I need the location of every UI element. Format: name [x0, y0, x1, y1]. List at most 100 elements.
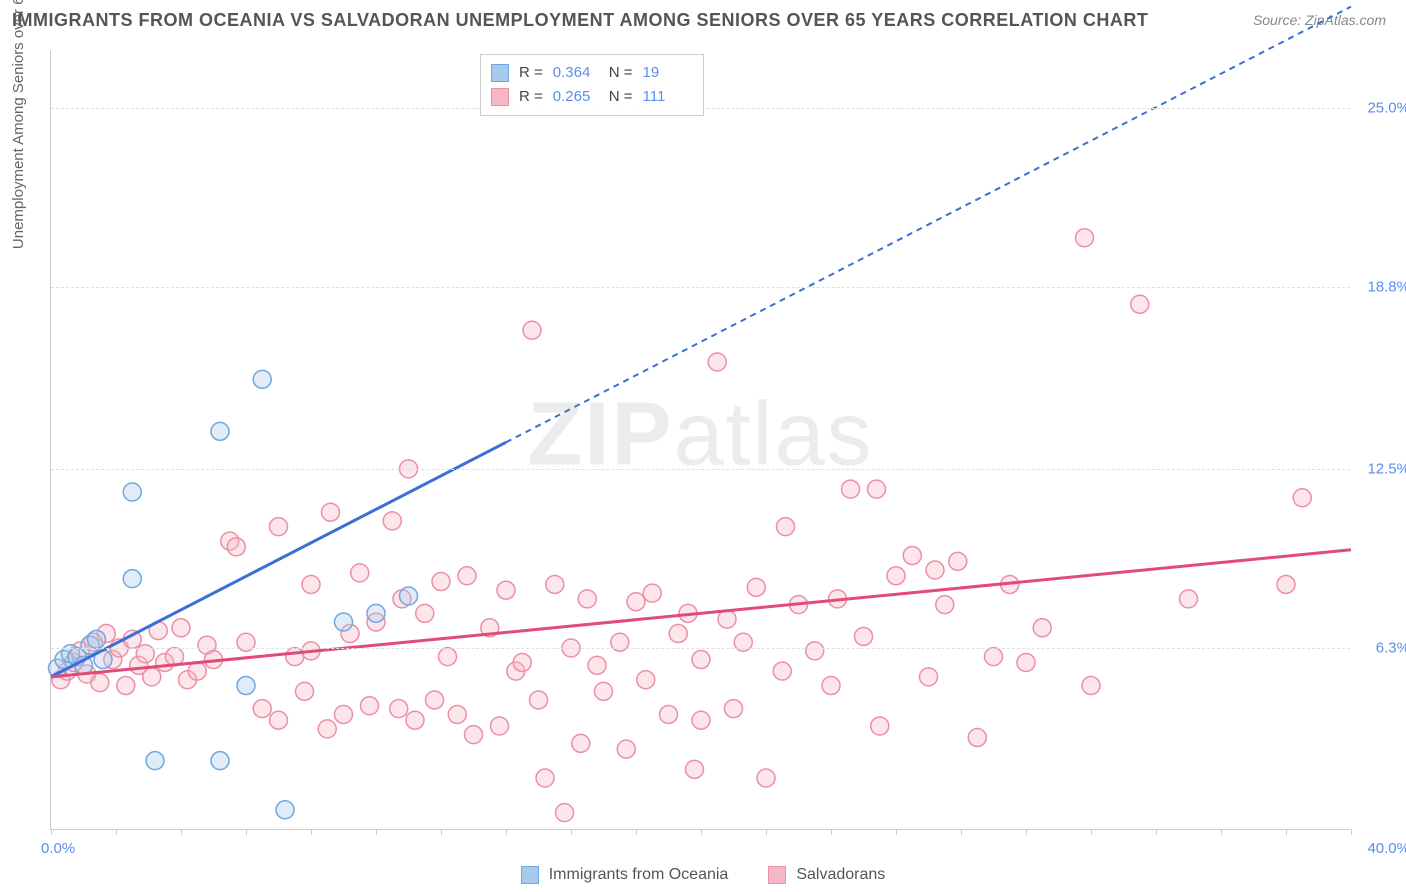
scatter-point — [1017, 653, 1035, 671]
scatter-point — [227, 538, 245, 556]
x-tick — [1026, 829, 1027, 835]
legend-label: Immigrants from Oceania — [549, 866, 729, 884]
x-tick — [636, 829, 637, 835]
scatter-point — [123, 570, 141, 588]
x-axis-max-label: 40.0% — [1367, 840, 1406, 857]
x-tick — [311, 829, 312, 835]
scatter-point — [1082, 677, 1100, 695]
scatter-point — [458, 567, 476, 585]
x-tick — [506, 829, 507, 835]
scatter-point — [253, 370, 271, 388]
scatter-point — [1076, 229, 1094, 247]
legend-n-value: 19 — [643, 61, 689, 85]
scatter-point — [270, 518, 288, 536]
scatter-point — [686, 760, 704, 778]
chart-title: IMMIGRANTS FROM OCEANIA VS SALVADORAN UN… — [12, 10, 1148, 31]
scatter-point — [416, 604, 434, 622]
scatter-point — [692, 651, 710, 669]
scatter-point — [88, 630, 106, 648]
legend-item: Salvadorans — [768, 866, 885, 884]
x-tick — [1286, 829, 1287, 835]
scatter-point — [546, 575, 564, 593]
x-tick — [1221, 829, 1222, 835]
x-tick — [246, 829, 247, 835]
legend-r-value: 0.364 — [553, 61, 599, 85]
scatter-point — [643, 584, 661, 602]
scatter-point — [296, 682, 314, 700]
x-tick — [1091, 829, 1092, 835]
x-tick — [831, 829, 832, 835]
scatter-point — [822, 677, 840, 695]
scatter-point — [302, 575, 320, 593]
scatter-point — [887, 567, 905, 585]
scatter-point — [491, 717, 509, 735]
series-legend: Immigrants from Oceania Salvadorans — [0, 866, 1406, 884]
scatter-point — [400, 587, 418, 605]
scatter-point — [1293, 489, 1311, 507]
scatter-point — [637, 671, 655, 689]
scatter-point — [146, 752, 164, 770]
y-axis-label: Unemployment Among Seniors over 65 years — [10, 0, 27, 249]
legend-row: R =0.364N =19 — [491, 61, 689, 85]
gridline — [51, 469, 1350, 470]
scatter-point — [536, 769, 554, 787]
scatter-point — [318, 720, 336, 738]
x-axis-min-label: 0.0% — [41, 840, 75, 857]
x-tick — [441, 829, 442, 835]
scatter-point — [406, 711, 424, 729]
scatter-point — [595, 682, 613, 700]
scatter-point — [523, 321, 541, 339]
scatter-point — [286, 648, 304, 666]
x-tick — [961, 829, 962, 835]
source-label: Source: ZipAtlas.com — [1253, 12, 1386, 28]
scatter-point — [439, 648, 457, 666]
legend-r-value: 0.265 — [553, 85, 599, 109]
scatter-point — [497, 581, 515, 599]
y-tick-label: 6.3% — [1376, 640, 1406, 657]
scatter-point — [572, 734, 590, 752]
gridline — [51, 287, 1350, 288]
scatter-point — [855, 627, 873, 645]
gridline — [51, 648, 1350, 649]
legend-swatch — [521, 866, 539, 884]
scatter-point — [936, 596, 954, 614]
scatter-svg — [51, 50, 1350, 829]
scatter-point — [725, 700, 743, 718]
x-tick — [571, 829, 572, 835]
scatter-point — [949, 552, 967, 570]
x-tick — [181, 829, 182, 835]
scatter-point — [588, 656, 606, 674]
scatter-point — [211, 422, 229, 440]
scatter-point — [868, 480, 886, 498]
scatter-point — [757, 769, 775, 787]
scatter-point — [968, 729, 986, 747]
scatter-point — [351, 564, 369, 582]
scatter-point — [432, 573, 450, 591]
x-tick — [1351, 829, 1352, 835]
scatter-point — [253, 700, 271, 718]
legend-row: R =0.265N =111 — [491, 85, 689, 109]
legend-item: Immigrants from Oceania — [521, 866, 729, 884]
x-tick — [116, 829, 117, 835]
scatter-point — [448, 705, 466, 723]
scatter-point — [773, 662, 791, 680]
legend-n-label: N = — [609, 85, 633, 109]
scatter-point — [926, 561, 944, 579]
correlation-legend: R =0.364N =19R =0.265N =111 — [480, 54, 704, 116]
trend-line — [51, 442, 506, 677]
scatter-point — [806, 642, 824, 660]
scatter-point — [513, 653, 531, 671]
scatter-point — [367, 604, 385, 622]
scatter-point — [361, 697, 379, 715]
legend-n-label: N = — [609, 61, 633, 85]
scatter-point — [617, 740, 635, 758]
scatter-point — [669, 625, 687, 643]
scatter-point — [627, 593, 645, 611]
scatter-point — [335, 705, 353, 723]
scatter-point — [322, 503, 340, 521]
x-tick — [51, 829, 52, 835]
scatter-point — [276, 801, 294, 819]
legend-n-value: 111 — [643, 85, 689, 109]
scatter-point — [426, 691, 444, 709]
scatter-point — [842, 480, 860, 498]
